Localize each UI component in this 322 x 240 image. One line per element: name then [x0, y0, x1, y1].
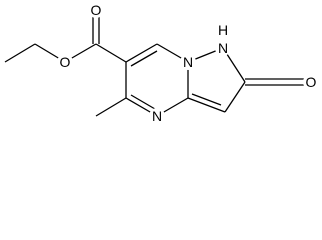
atom-label: O: [91, 2, 102, 18]
atom-label: N: [183, 54, 193, 70]
atom-label: N: [218, 40, 228, 56]
atom-label: O: [60, 54, 71, 70]
atom-label: H: [218, 22, 228, 38]
atom-labels: O O N N H N O: [57, 2, 319, 124]
atom-label: N: [152, 108, 162, 124]
bonds: [4, 10, 305, 117]
atom-label: O: [306, 74, 317, 90]
molecule-diagram: O O N N H N O: [4, 2, 319, 124]
